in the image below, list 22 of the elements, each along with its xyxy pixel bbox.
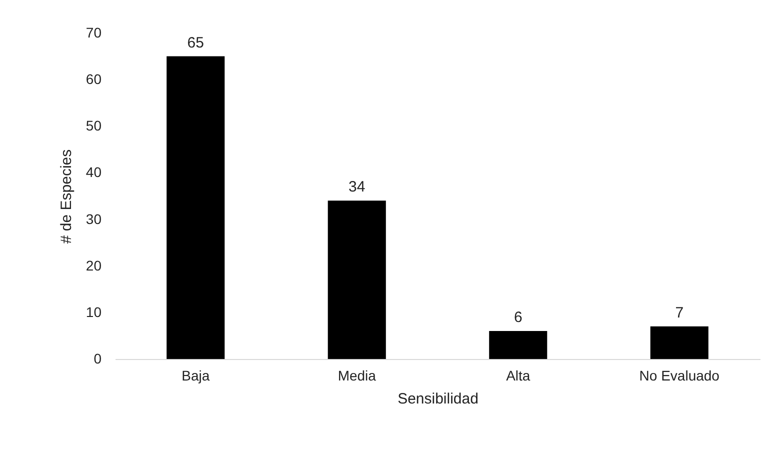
data-label: 65 bbox=[187, 34, 204, 52]
data-label: 6 bbox=[514, 309, 522, 326]
data-label: 34 bbox=[348, 178, 366, 196]
x-axis-title: Sensibilidad bbox=[398, 390, 478, 408]
x-tick-label: Baja bbox=[182, 368, 210, 384]
y-tick-label: 30 bbox=[86, 210, 102, 227]
y-tick-label: 60 bbox=[86, 71, 102, 88]
x-tick-label: No Evaluado bbox=[639, 368, 720, 384]
data-label: 7 bbox=[675, 304, 684, 322]
bar bbox=[489, 331, 548, 359]
bar bbox=[650, 326, 708, 359]
y-tick-label: 0 bbox=[94, 350, 102, 366]
y-axis-title: # de Especies bbox=[58, 149, 75, 244]
y-tick-label: 10 bbox=[86, 304, 102, 320]
x-tick-label: Alta bbox=[506, 368, 530, 384]
y-tick-label: 20 bbox=[86, 257, 102, 274]
bar bbox=[328, 200, 386, 359]
x-tick-label: Media bbox=[338, 368, 376, 384]
y-tick-label: 50 bbox=[86, 118, 102, 134]
bar bbox=[166, 56, 225, 359]
y-tick-label: 40 bbox=[86, 164, 102, 180]
y-tick-label: 70 bbox=[86, 24, 102, 40]
